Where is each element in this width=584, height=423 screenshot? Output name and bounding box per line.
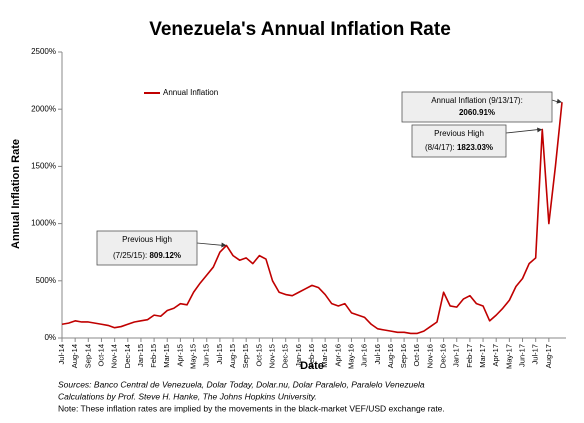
source-note: Note: These inflation rates are implied … (58, 403, 445, 413)
x-tick-label: Oct-14 (96, 344, 105, 367)
x-tick-label: Jan-15 (136, 344, 145, 367)
y-tick-label: 500% (36, 276, 56, 285)
x-axis-label: Date (300, 360, 324, 372)
x-tick-label: Nov-15 (268, 344, 277, 368)
x-tick-label: Mar-15 (162, 344, 171, 368)
x-tick-label: Jan-16 (294, 344, 303, 367)
annotation-text: Annual Inflation (9/13/17): (431, 96, 523, 105)
x-tick-label: Sep-14 (83, 344, 92, 368)
x-tick-label: Aug-14 (70, 344, 79, 368)
source-note: Calculations by Prof. Steve H. Hanke, Th… (58, 391, 317, 401)
annotation-text: (8/4/17): (425, 143, 457, 152)
x-tick-label: Sep-15 (241, 344, 250, 368)
x-tick-label: Dec-15 (281, 344, 290, 368)
y-tick-label: 2000% (31, 104, 56, 113)
annotation-arrowhead (221, 242, 227, 248)
source-note: Sources: Banco Central de Venezuela, Dol… (58, 379, 425, 389)
annotation-arrowhead (537, 127, 543, 133)
annotation-arrow (505, 129, 540, 134)
x-tick-label: Aug-16 (386, 344, 395, 368)
chart-title: Venezuela's Annual Inflation Rate (149, 19, 451, 40)
x-tick-label: Feb-15 (149, 344, 158, 368)
x-tick-label: Jun-15 (202, 344, 211, 367)
annotation-arrow (196, 242, 224, 246)
x-tick-label: Apr-16 (333, 344, 342, 367)
x-tick-label: Feb-17 (465, 344, 474, 368)
y-tick-label: 1000% (31, 219, 56, 228)
y-tick-label: 0% (44, 333, 56, 342)
x-tick-label: Jan-17 (452, 344, 461, 367)
x-tick-label: Jul-14 (57, 344, 66, 364)
annotation-text: (7/25/15): 809.12% (113, 251, 181, 260)
x-tick-label: Oct-16 (412, 344, 421, 367)
y-tick-label: 2500% (31, 47, 56, 56)
annotation-text: Previous High (434, 129, 484, 138)
x-tick-label: Mar-17 (478, 344, 487, 368)
x-tick-label: Mar-16 (320, 344, 329, 368)
y-axis-label: Annual Inflation Rate (10, 139, 22, 249)
x-tick-label: Nov-14 (110, 344, 119, 368)
x-tick-label: Jun-17 (518, 344, 527, 367)
annotation-text: Previous High (122, 235, 172, 244)
annotation-text: (8/4/17): 1823.03% (425, 143, 493, 152)
x-tick-label: Aug-17 (544, 344, 553, 368)
x-tick-label: May-15 (189, 344, 198, 369)
x-tick-label: Nov-16 (425, 344, 434, 368)
annotation-text: 2060.91% (459, 108, 495, 117)
x-tick-label: Dec-16 (439, 344, 448, 368)
x-tick-label: Apr-17 (491, 344, 500, 367)
annotation-value: 2060.91% (459, 108, 495, 117)
data-line (61, 102, 563, 335)
x-tick-label: Jul-16 (373, 344, 382, 364)
annotation-arrowhead (556, 98, 562, 104)
legend-label: Annual Inflation (163, 88, 218, 97)
x-tick-label: Apr-15 (175, 344, 184, 367)
x-tick-label: May-17 (504, 344, 513, 369)
x-tick-label: Aug-15 (228, 344, 237, 368)
x-tick-label: Feb-16 (307, 344, 316, 368)
annotation-text: (7/25/15): (113, 251, 149, 260)
x-tick-label: Jul-17 (531, 344, 540, 364)
x-tick-label: Oct-15 (254, 344, 263, 367)
x-tick-label: May-16 (346, 344, 355, 369)
annotation-box (401, 91, 553, 123)
annotation-value: 809.12% (149, 251, 181, 260)
annotation-box (96, 230, 198, 266)
y-tick-label: 1500% (31, 162, 56, 171)
annotation-box (411, 124, 507, 158)
x-tick-label: Sep-16 (399, 344, 408, 368)
x-tick-label: Jul-15 (215, 344, 224, 364)
x-tick-label: Jun-16 (360, 344, 369, 367)
x-tick-label: Dec-14 (123, 344, 132, 368)
annotation-value: 1823.03% (457, 143, 493, 152)
